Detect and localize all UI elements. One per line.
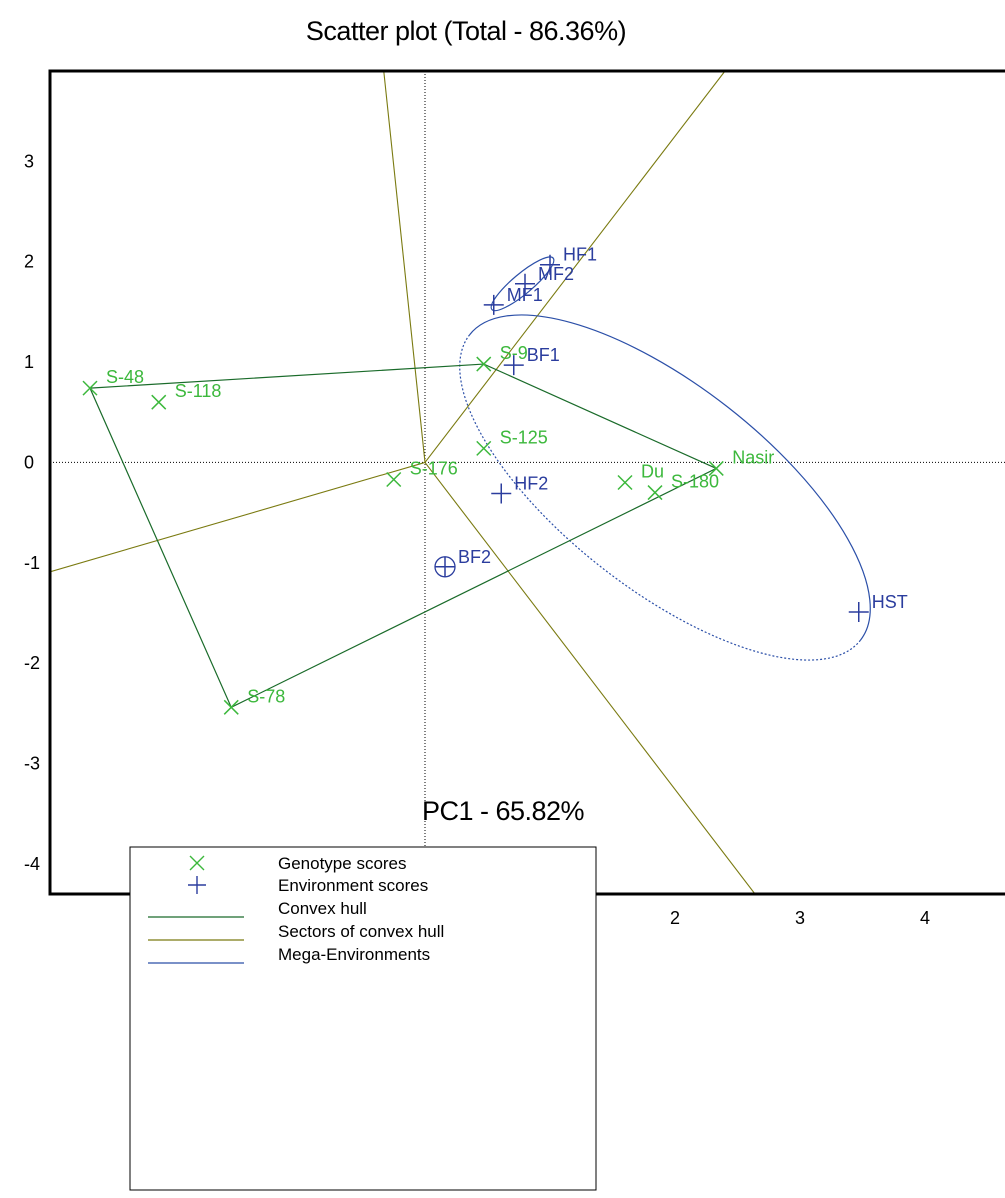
environment-label: HST xyxy=(872,592,908,612)
legend-entry-label: Convex hull xyxy=(278,899,367,918)
y-tick-label: -2 xyxy=(24,653,40,673)
legend-environment-symbol xyxy=(188,876,206,894)
y-tick-label: -3 xyxy=(24,754,40,774)
genotype-label: Nasir xyxy=(732,447,774,467)
y-tick-label: -4 xyxy=(24,854,40,874)
legend-entry-label: Mega-Environments xyxy=(278,945,430,964)
genotype-label: S-125 xyxy=(500,427,548,447)
genotype-label: S-48 xyxy=(106,367,144,387)
environment-label: BF2 xyxy=(458,547,491,567)
x-tick-label: 3 xyxy=(795,908,805,928)
sector-ray xyxy=(424,71,726,463)
environment-point xyxy=(483,294,504,315)
genotype-point xyxy=(151,394,167,410)
mega-environment-ellipses xyxy=(459,256,871,661)
legend: Genotype scores Environment scores Convex … xyxy=(129,846,597,1191)
environment-point xyxy=(848,601,869,622)
environment-point xyxy=(515,273,535,294)
environment-point xyxy=(540,254,560,275)
genotype-label: S-9 xyxy=(500,343,528,363)
legend-box xyxy=(129,846,597,1191)
genotype-point xyxy=(476,356,492,372)
genotype-point xyxy=(708,460,724,476)
genotype-point xyxy=(647,485,663,501)
chart-title: Scatter plot (Total - 86.36%) xyxy=(306,16,626,46)
environment-label: MF2 xyxy=(538,264,574,284)
sector-ray xyxy=(50,461,426,573)
y-tick-label: 1 xyxy=(24,352,34,372)
plot-area xyxy=(50,71,1005,894)
y-tick-label: 0 xyxy=(24,452,34,472)
environment-label: HF2 xyxy=(514,474,548,494)
x-axis-title: PC1 - 65.82% xyxy=(422,796,585,826)
environment-point xyxy=(503,355,524,376)
y-tick-label: 3 xyxy=(24,151,34,171)
genotype-point xyxy=(386,471,402,488)
convex-hull xyxy=(89,363,718,709)
y-axis-ticks: 3 2 1 0 -1 -2 -3 -4 xyxy=(24,151,40,874)
legend-entry-label: Environment scores xyxy=(278,876,428,895)
plot-content xyxy=(50,71,1005,894)
legend-genotype-symbol xyxy=(189,855,205,871)
genotype-point xyxy=(223,699,239,715)
genotype-label: Du xyxy=(641,462,664,482)
genotype-label: S-118 xyxy=(175,381,222,401)
genotype-label: S-78 xyxy=(247,686,285,706)
sector-ray xyxy=(383,71,426,463)
environment-label: MF1 xyxy=(507,285,543,305)
x-tick-label: 2 xyxy=(670,908,680,928)
y-tick-label: 2 xyxy=(24,252,34,272)
environment-point xyxy=(435,556,455,577)
mega-env-ellipse-large xyxy=(469,314,871,641)
genotype-point xyxy=(617,474,633,491)
x-tick-label: 4 xyxy=(920,908,930,928)
mega-env-ellipse-small xyxy=(490,256,555,312)
environment-label: BF1 xyxy=(527,345,560,365)
genotype-point xyxy=(82,380,98,396)
sector-ray xyxy=(424,462,756,894)
legend-entry-label: Sectors of convex hull xyxy=(278,922,444,941)
environment-point xyxy=(491,483,512,504)
legend-entry-label: Genotype scores xyxy=(278,854,407,873)
genotype-point xyxy=(476,440,492,456)
y-tick-label: -1 xyxy=(24,553,40,573)
environment-label: HF1 xyxy=(563,245,597,265)
point-labels: S-48 S-118 S-176 S-125 S-9 Du S-180 Nasir S-78 HF… xyxy=(106,245,908,707)
genotype-label: S-180 xyxy=(671,472,719,492)
genotype-label: S-176 xyxy=(410,458,458,478)
